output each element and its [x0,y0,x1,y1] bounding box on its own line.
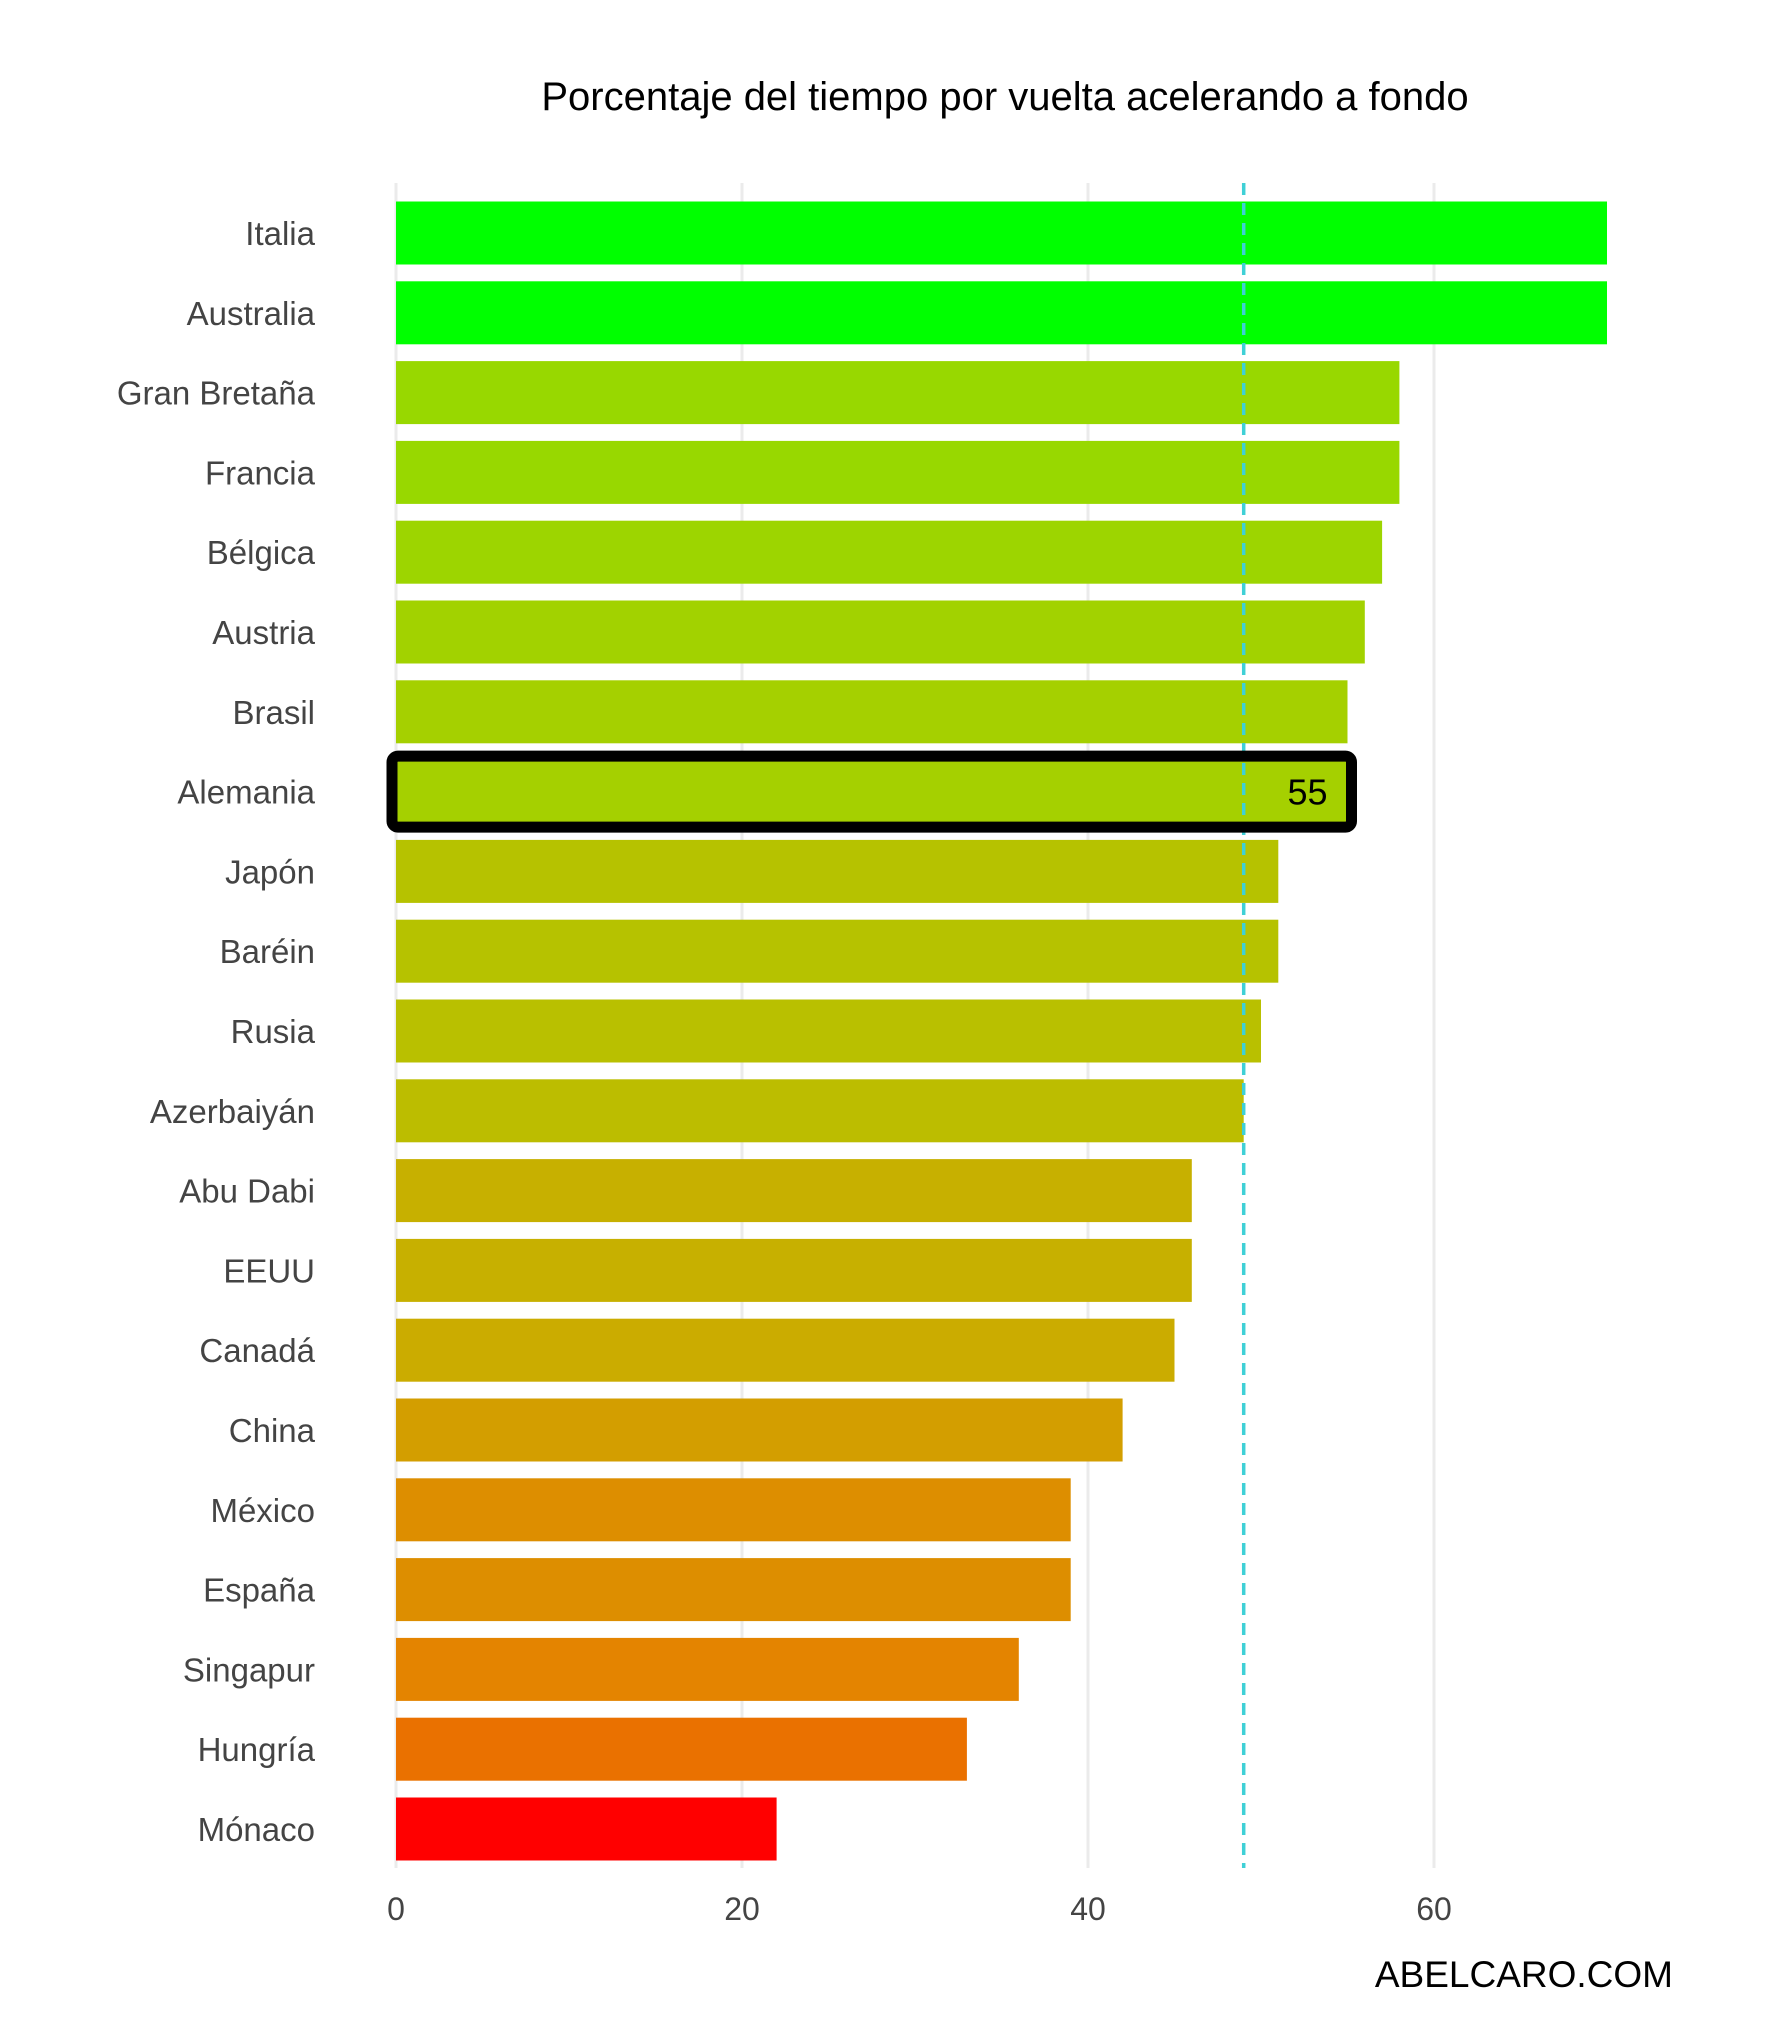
category-label-monaco: Mónaco [198,1811,315,1848]
category-label-singapur: Singapur [183,1651,315,1688]
highlight-outline [386,750,1357,833]
bar-brasil [396,680,1348,744]
bars [396,201,1607,1861]
category-label-rusia: Rusia [231,1013,316,1050]
category-label-azerbaiyan: Azerbaiyán [150,1093,315,1130]
bar-francia [396,440,1400,504]
category-label-belgica: Bélgica [207,534,316,571]
bar-gran-bretana [396,361,1400,425]
bar-mexico [396,1478,1071,1542]
category-label-eeuu: EEUU [223,1252,315,1289]
category-label-gran-bretana: Gran Bretaña [117,375,316,412]
category-label-espana: España [203,1572,316,1609]
x-tick-label-40: 40 [1070,1891,1106,1927]
watermark: ABELCARO.COM [1375,1954,1673,1995]
bar-rusia [396,999,1261,1063]
x-tick-label-60: 60 [1416,1891,1452,1927]
category-label-brasil: Brasil [232,694,315,731]
bar-japon [396,839,1279,903]
category-label-canada: Canadá [199,1332,315,1369]
category-label-mexico: México [210,1492,315,1529]
bar-austria [396,600,1365,664]
chart-title: Porcentaje del tiempo por vuelta acelera… [541,75,1468,119]
category-label-hungria: Hungría [198,1731,316,1768]
bar-abu-dabi [396,1159,1192,1223]
category-label-alemania: Alemania [177,774,315,811]
bar-hungria [396,1717,967,1781]
category-label-abu-dabi: Abu Dabi [179,1173,315,1210]
category-label-austria: Austria [212,614,315,651]
category-label-australia: Australia [187,295,316,332]
x-tick-label-0: 0 [387,1891,405,1927]
x-tick-label-20: 20 [724,1891,760,1927]
x-axis-ticks: 0 20 40 60 [387,1891,1452,1927]
category-label-china: China [229,1412,316,1449]
bar-canada [396,1318,1175,1382]
category-label-italia: Italia [245,215,315,252]
data-label-alemania: 55 [1287,772,1327,813]
category-label-japon: Japón [225,853,315,890]
bar-monaco [396,1797,777,1861]
bar-eeuu [396,1238,1192,1302]
bar-australia [396,281,1607,345]
bar-azerbaiyan [396,1079,1244,1143]
highlight-group: 55 [386,750,1357,833]
category-label-francia: Francia [205,454,316,491]
bar-barein [396,919,1279,983]
bar-italia [396,201,1607,265]
bar-singapur [396,1637,1019,1701]
bar-espana [396,1558,1071,1622]
bar-belgica [396,520,1383,584]
bar-china [396,1398,1123,1462]
bar-alemania [396,760,1348,824]
category-labels: Italia Australia Gran Bretaña Francia Bélgic… [117,215,316,1848]
category-label-barein: Baréin [220,933,315,970]
